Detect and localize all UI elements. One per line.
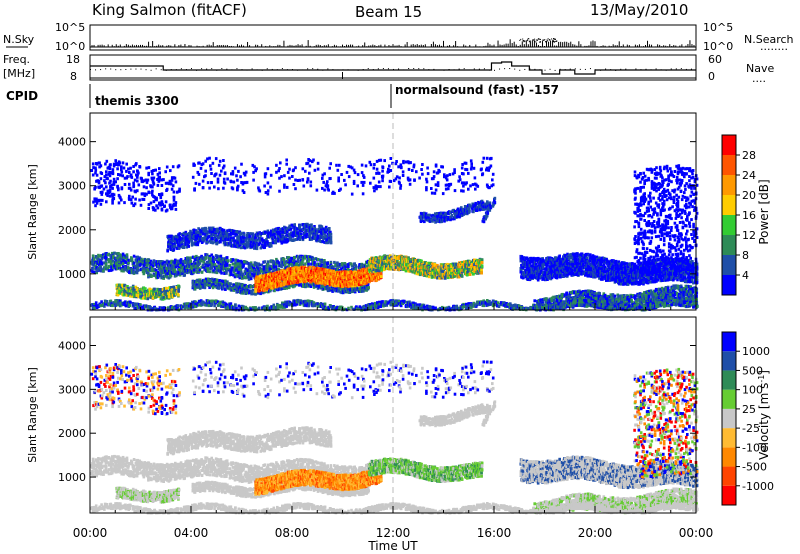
nave-tick-top: 60 <box>708 53 722 66</box>
power-panel: 1000 2000 3000 4000 Slant Range [km] 4 8 12 16… <box>26 113 771 312</box>
x-tick-label: 00:00 <box>73 526 108 540</box>
beam-title: Beam 15 <box>355 3 422 21</box>
colorbar-swatch <box>722 155 736 175</box>
colorbar-tick-label: 24 <box>742 169 756 182</box>
colorbar-swatch <box>722 409 736 428</box>
colorbar-swatch <box>722 332 736 351</box>
nsky-tick-bottom: 10^0 <box>55 40 85 53</box>
x-tick-label: 12:00 <box>376 526 411 540</box>
colorbar-swatch <box>722 486 736 505</box>
nsearch-dots: ........ <box>760 40 788 53</box>
cpid-strip: CPID themis 3300 normalsound (fast) -157 <box>6 83 559 108</box>
colorbar-swatch <box>722 215 736 235</box>
colorbar-swatch <box>722 175 736 195</box>
freq-unit: [MHz] <box>3 67 35 80</box>
power-colorbar: 4 8 12 16 20 24 28 <box>722 135 756 295</box>
colorbar-tick-label: 4 <box>742 269 749 282</box>
colorbar-swatch <box>722 255 736 275</box>
freq-panel: Freq. [MHz] 18 8 60 0 Nave .... <box>3 53 774 85</box>
cpid-mode-normalsound: normalsound (fast) -157 <box>395 83 559 97</box>
freq-tick-bottom: 8 <box>70 70 77 83</box>
colorbar-swatch <box>722 447 736 466</box>
y-tick-label: 2000 <box>58 224 86 237</box>
colorbar-swatch <box>722 235 736 255</box>
x-tick-label: 16:00 <box>477 526 512 540</box>
velocity-ylabel: Slant Range [km] <box>26 367 39 463</box>
colorbar-tick-label: 28 <box>742 149 756 162</box>
colorbar-swatch <box>722 467 736 486</box>
y-tick-label: 2000 <box>58 427 86 440</box>
nsky-trace <box>90 38 696 47</box>
velocity-scatter <box>90 317 698 515</box>
x-tick-label: 20:00 <box>578 526 613 540</box>
radar-figure: King Salmon (fitACF) Beam 15 13/May/2010… <box>0 0 800 554</box>
x-tick-label: 08:00 <box>275 526 310 540</box>
colorbar-swatch <box>722 195 736 215</box>
y-tick-label: 3000 <box>58 383 86 396</box>
date-title: 13/May/2010 <box>590 1 688 19</box>
colorbar-swatch <box>722 351 736 370</box>
x-tick-label: 04:00 <box>174 526 209 540</box>
nsky-panel: N.Sky 10^5 10^0 10^5 10^0 N.Search .....… <box>3 21 794 53</box>
colorbar-swatch <box>722 135 736 155</box>
nsearch-tick-top: 10^5 <box>703 21 733 34</box>
power-scatter <box>90 113 698 312</box>
power-ylabel: Slant Range [km] <box>26 164 39 260</box>
y-tick-label: 1000 <box>58 268 86 281</box>
colorbar-tick-label: -1000 <box>742 480 774 493</box>
y-tick-label: 4000 <box>58 340 86 353</box>
colorbar-swatch <box>722 428 736 447</box>
nsearch-tick-bottom: 10^0 <box>703 40 733 53</box>
y-tick-label: 3000 <box>58 180 86 193</box>
nsky-tick-top: 10^5 <box>55 21 85 34</box>
colorbar-tick-label: -500 <box>742 461 767 474</box>
colorbar-tick-label: 8 <box>742 249 749 262</box>
cpid-label: CPID <box>6 89 38 103</box>
velocity-cbar-label: Velocity [m s-1] <box>757 370 772 460</box>
colorbar-tick-label: 1000 <box>742 345 770 358</box>
colorbar-swatch <box>722 370 736 389</box>
colorbar-tick-label: 16 <box>742 209 756 222</box>
station-title: King Salmon (fitACF) <box>92 1 247 19</box>
x-axis-label: Time UT <box>367 539 418 553</box>
freq-label: Freq. <box>3 53 30 66</box>
x-tick-label: 00:00 <box>679 526 714 540</box>
colorbar-swatch <box>722 390 736 409</box>
cpid-mode-themis: themis 3300 <box>95 94 179 108</box>
colorbar-tick-label: 12 <box>742 229 756 242</box>
nsky-label: N.Sky <box>3 33 35 46</box>
y-tick-label: 4000 <box>58 136 86 149</box>
colorbar-swatch <box>722 275 736 295</box>
freq-trace <box>90 62 696 79</box>
nave-tick-bottom: 0 <box>708 70 715 83</box>
y-tick-label: 1000 <box>58 471 86 484</box>
colorbar-tick-label: 25 <box>742 403 756 416</box>
power-cbar-label: Power [dB] <box>757 179 771 244</box>
nave-dots: .... <box>752 72 766 85</box>
freq-tick-top: 18 <box>66 53 80 66</box>
colorbar-tick-label: 20 <box>742 189 756 202</box>
